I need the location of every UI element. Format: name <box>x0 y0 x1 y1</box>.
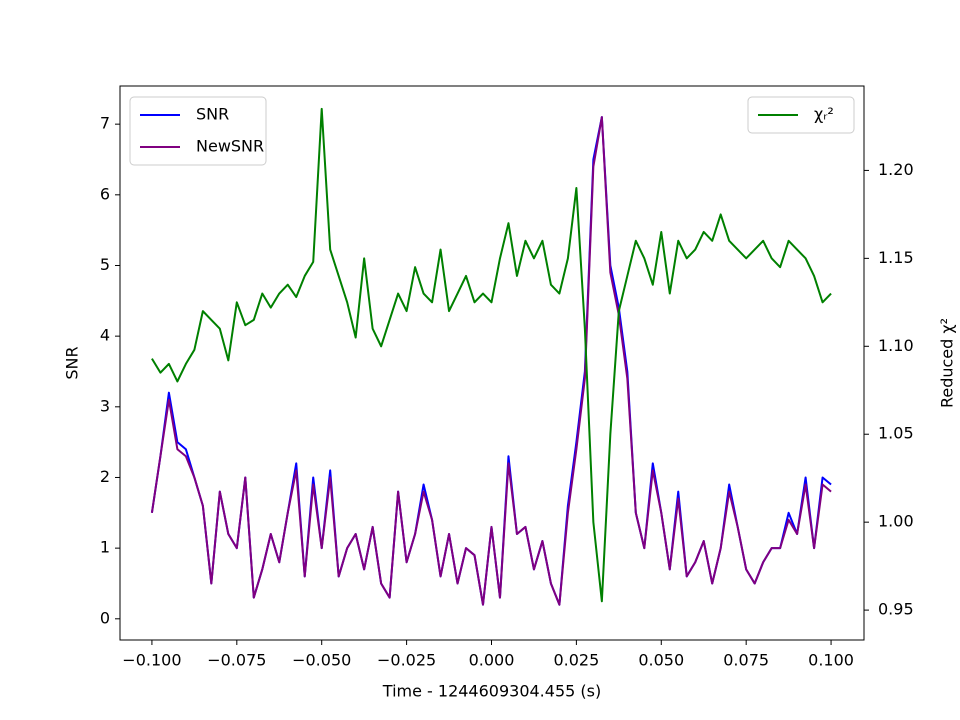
series-line <box>151 107 832 603</box>
y2-tick-label: 1.20 <box>878 160 914 179</box>
x-tick-label: −0.050 <box>292 651 351 670</box>
y-tick-label: 0 <box>100 608 110 627</box>
x-tick-label: 0.050 <box>638 651 684 670</box>
y2-axis-label: Reduced χ² <box>938 318 957 408</box>
legend-label: SNR <box>196 105 229 124</box>
y-tick-label: 3 <box>100 396 110 415</box>
x-tick-label: −0.025 <box>377 651 436 670</box>
x-tick-label: −0.075 <box>207 651 266 670</box>
y-tick-label: 1 <box>100 538 110 557</box>
x-tick-label: 0.075 <box>723 651 769 670</box>
y-tick-label: 6 <box>100 184 110 203</box>
y-tick-label: 5 <box>100 255 110 274</box>
x-tick-label: −0.100 <box>122 651 181 670</box>
y-axis-label: SNR <box>63 346 82 379</box>
series-line <box>150 116 832 606</box>
y2-tick-label: 1.10 <box>878 336 914 355</box>
legend-label: NewSNR <box>196 137 264 156</box>
y-tick-label: 7 <box>100 114 110 133</box>
x-axis-label: Time - 1244609304.455 (s) <box>382 682 601 701</box>
legend-label: χᵣ² <box>814 105 834 124</box>
x-tick-label: 0.000 <box>469 651 515 670</box>
y-tick-label: 2 <box>100 467 110 486</box>
x-tick-label: 0.100 <box>808 651 854 670</box>
legend-box <box>747 96 855 134</box>
y2-tick-label: 0.95 <box>878 600 914 619</box>
y2-tick-label: 1.00 <box>878 512 914 531</box>
axes-frame <box>119 85 865 641</box>
y-tick-label: 4 <box>100 326 110 345</box>
y2-tick-label: 1.15 <box>878 248 914 267</box>
y2-tick-label: 1.05 <box>878 424 914 443</box>
x-tick-label: 0.025 <box>553 651 599 670</box>
